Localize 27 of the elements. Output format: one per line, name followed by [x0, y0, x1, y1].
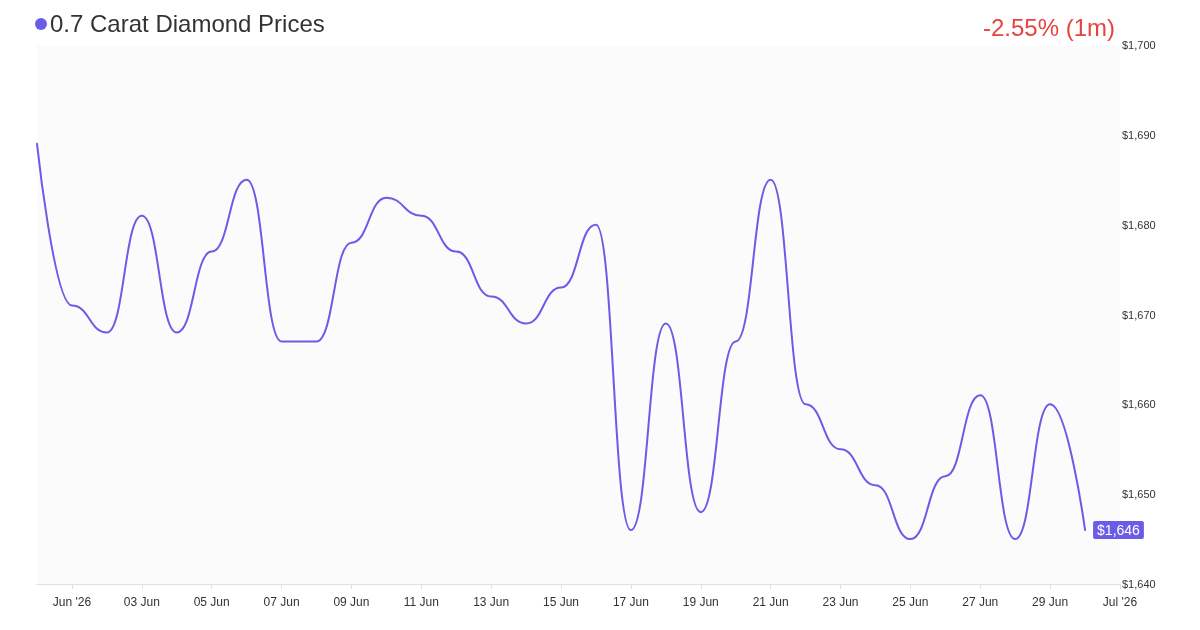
x-tick-label: 07 Jun: [263, 595, 300, 609]
x-tick-label: 25 Jun: [892, 595, 929, 609]
x-tick-label: 23 Jun: [822, 595, 859, 609]
x-tick-label: Jun '26: [52, 595, 92, 609]
line-series: [36, 142, 1087, 541]
y-tick-label: $1,670: [1122, 308, 1156, 321]
y-tick-label: $1,650: [1122, 488, 1156, 501]
x-tick-label: 09 Jun: [333, 595, 370, 609]
x-tick-label: 29 Jun: [1032, 595, 1069, 609]
text: -2.55% (1m): [982, 14, 1115, 42]
x-tick-label: 13 Jun: [473, 595, 510, 609]
y-tick-label: $1,640: [1122, 578, 1156, 590]
y-tick-label: $1,680: [1122, 218, 1156, 231]
x-tick-label: 19 Jun: [682, 595, 719, 609]
x-tick-label: 17 Jun: [612, 595, 649, 609]
x-tick-label: 15 Jun: [543, 595, 580, 609]
x-tick-label: Jul '26: [1102, 595, 1138, 609]
x-tick-label: 03 Jun: [123, 595, 160, 609]
chart-title: 0.7 Carat Diamond Prices: [50, 10, 325, 38]
x-tick-label: 05 Jun: [193, 595, 230, 609]
x-tick-label: 21 Jun: [752, 595, 789, 609]
y-tick-label: $1,660: [1122, 398, 1156, 411]
x-tick-label: 27 Jun: [962, 595, 999, 609]
x-tick-label: 11 Jun: [403, 595, 439, 609]
data-label: $1,646: [1097, 522, 1141, 539]
y-tick-label: $1,700: [1122, 39, 1156, 51]
y-tick-label: $1,690: [1122, 128, 1156, 141]
